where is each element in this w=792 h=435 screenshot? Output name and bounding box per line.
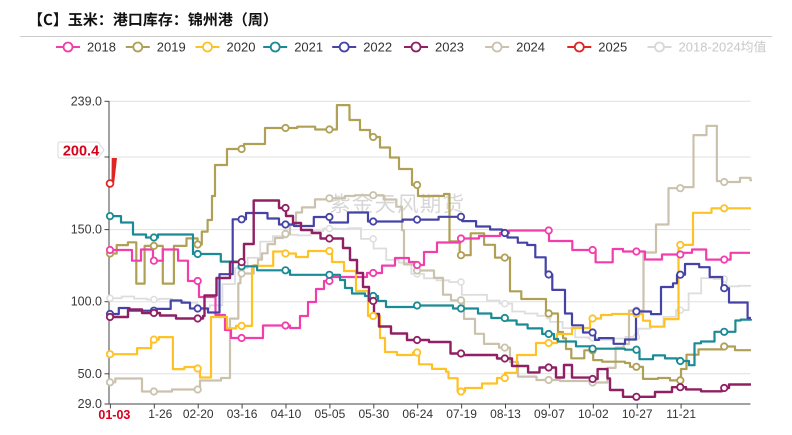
svg-text:2023: 2023 xyxy=(435,40,464,55)
svg-text:06-24: 06-24 xyxy=(402,407,433,421)
svg-text:150.0: 150.0 xyxy=(71,223,102,237)
svg-text:2024: 2024 xyxy=(516,40,545,55)
svg-text:2025: 2025 xyxy=(598,40,627,55)
svg-text:2018-2024: 2018-2024 xyxy=(679,40,741,55)
svg-text:08-13: 08-13 xyxy=(490,407,521,421)
svg-text:01-03: 01-03 xyxy=(98,408,130,422)
svg-text:05-05: 05-05 xyxy=(315,407,346,421)
svg-text:07-19: 07-19 xyxy=(446,407,477,421)
svg-text:2019: 2019 xyxy=(157,40,186,55)
svg-text:11-21: 11-21 xyxy=(666,407,696,421)
svg-text:50.0: 50.0 xyxy=(78,367,102,381)
svg-text:02-20: 02-20 xyxy=(183,407,214,421)
svg-text:04-10: 04-10 xyxy=(271,407,302,421)
svg-text:2022: 2022 xyxy=(363,40,392,55)
svg-text:100.0: 100.0 xyxy=(71,295,102,309)
svg-text:200.4: 200.4 xyxy=(63,144,99,160)
svg-text:2021: 2021 xyxy=(294,40,323,55)
svg-text:1-26: 1-26 xyxy=(148,407,172,421)
svg-text:10-27: 10-27 xyxy=(622,407,653,421)
svg-text:29.0: 29.0 xyxy=(78,397,102,411)
svg-text:239.0: 239.0 xyxy=(71,94,102,108)
svg-text:10-02: 10-02 xyxy=(578,407,609,421)
svg-text:05-30: 05-30 xyxy=(358,407,389,421)
svg-text:2018: 2018 xyxy=(87,40,116,55)
svg-text:03-16: 03-16 xyxy=(227,407,258,421)
svg-text:09-07: 09-07 xyxy=(534,407,565,421)
svg-text:2020: 2020 xyxy=(227,40,256,55)
